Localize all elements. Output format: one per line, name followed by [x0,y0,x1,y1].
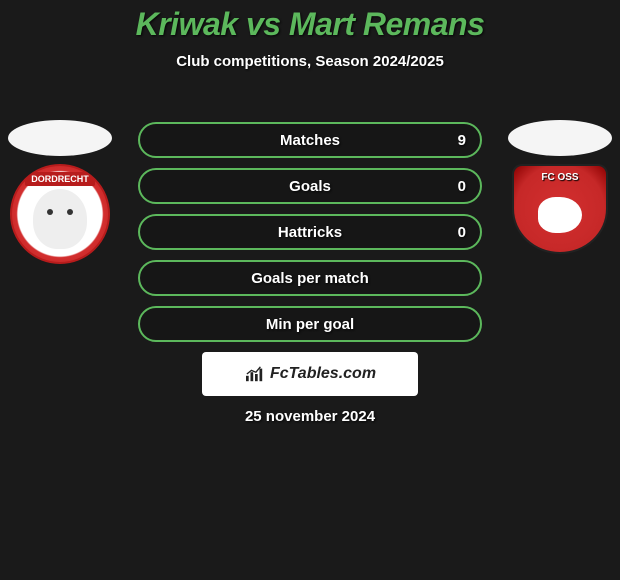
stat-row: Min per goal [138,306,482,342]
stat-right-value: 0 [458,224,466,241]
stat-row: Goals per match [138,260,482,296]
club-badge-left: DORDRECHT [10,164,110,264]
player-left-photo-placeholder [8,120,112,156]
stats-column: Matches 9 Goals 0 Hattricks 0 Goals per … [138,122,482,342]
stat-row: Matches 9 [138,122,482,158]
club-badge-left-mascot [33,189,87,249]
page-title: Kriwak vs Mart Remans [0,0,620,43]
stat-label: Goals per match [251,270,369,287]
club-badge-left-text: DORDRECHT [25,172,95,186]
stat-label: Goals [289,178,331,195]
player-left-column: DORDRECHT [8,120,112,264]
date-text: 25 november 2024 [0,408,620,425]
stat-row: Hattricks 0 [138,214,482,250]
chart-icon [244,365,266,383]
stat-right-value: 9 [458,132,466,149]
brand-watermark: FcTables.com [202,352,418,396]
subtitle: Club competitions, Season 2024/2025 [0,53,620,70]
stat-label: Matches [280,132,340,149]
club-badge-right: FC OSS [512,164,608,254]
player-right-photo-placeholder [508,120,612,156]
player-right-column: FC OSS [508,120,612,254]
stat-right-value: 0 [458,178,466,195]
club-badge-right-mascot [538,197,582,233]
stat-label: Min per goal [266,316,354,333]
club-badge-right-text: FC OSS [541,172,578,183]
stat-label: Hattricks [278,224,342,241]
brand-text: FcTables.com [270,365,376,383]
stat-row: Goals 0 [138,168,482,204]
